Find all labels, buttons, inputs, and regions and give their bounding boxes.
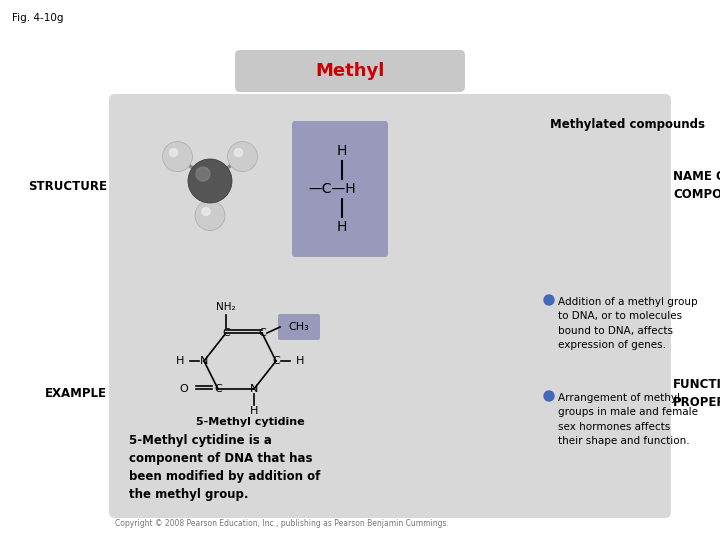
Text: N: N <box>200 356 208 366</box>
Circle shape <box>228 141 258 172</box>
FancyBboxPatch shape <box>292 121 388 257</box>
Text: Copyright © 2008 Pearson Education, Inc., publishing as Pearson Benjamin Cumming: Copyright © 2008 Pearson Education, Inc.… <box>115 519 449 528</box>
FancyBboxPatch shape <box>534 94 671 278</box>
FancyBboxPatch shape <box>235 50 465 92</box>
Text: Arrangement of methyl
groups in male and female
sex hormones affects
their shape: Arrangement of methyl groups in male and… <box>558 393 698 446</box>
Text: H: H <box>296 356 305 366</box>
Circle shape <box>202 207 210 215</box>
Text: FUNCTIONAL
PROPERTIES: FUNCTIONAL PROPERTIES <box>673 378 720 409</box>
Text: CH₃: CH₃ <box>289 322 310 332</box>
Text: Methylated compounds: Methylated compounds <box>550 118 705 131</box>
Text: EXAMPLE: EXAMPLE <box>45 387 107 400</box>
Text: C: C <box>258 328 266 338</box>
Text: NAME OF
COMPOUND: NAME OF COMPOUND <box>673 171 720 201</box>
Text: N: N <box>250 384 258 394</box>
Text: STRUCTURE: STRUCTURE <box>28 179 107 192</box>
Text: Addition of a methyl group
to DNA, or to molecules
bound to DNA, affects
express: Addition of a methyl group to DNA, or to… <box>558 297 698 350</box>
Text: H: H <box>337 220 347 234</box>
Circle shape <box>188 159 232 203</box>
FancyBboxPatch shape <box>109 269 544 518</box>
Text: 5-Methyl cytidine is a
component of DNA that has
been modified by addition of
th: 5-Methyl cytidine is a component of DNA … <box>129 434 320 501</box>
Text: NH₂: NH₂ <box>216 302 236 312</box>
Circle shape <box>544 391 554 401</box>
Text: H: H <box>250 406 258 416</box>
FancyBboxPatch shape <box>109 94 544 278</box>
Text: H: H <box>176 356 184 366</box>
Text: H: H <box>337 144 347 158</box>
Text: Methyl: Methyl <box>315 62 384 80</box>
Text: C: C <box>272 356 280 366</box>
Circle shape <box>163 141 192 172</box>
Circle shape <box>544 295 554 305</box>
Text: C: C <box>222 328 230 338</box>
FancyBboxPatch shape <box>534 269 671 518</box>
Text: O: O <box>179 384 188 394</box>
Text: 5-Methyl cytidine: 5-Methyl cytidine <box>196 417 305 427</box>
Text: —C—H: —C—H <box>308 182 356 196</box>
Circle shape <box>169 148 177 157</box>
Text: C: C <box>214 384 222 394</box>
FancyBboxPatch shape <box>278 314 320 340</box>
Circle shape <box>195 200 225 231</box>
Circle shape <box>235 148 243 157</box>
Circle shape <box>196 167 210 181</box>
Text: Fig. 4-10g: Fig. 4-10g <box>12 13 63 23</box>
